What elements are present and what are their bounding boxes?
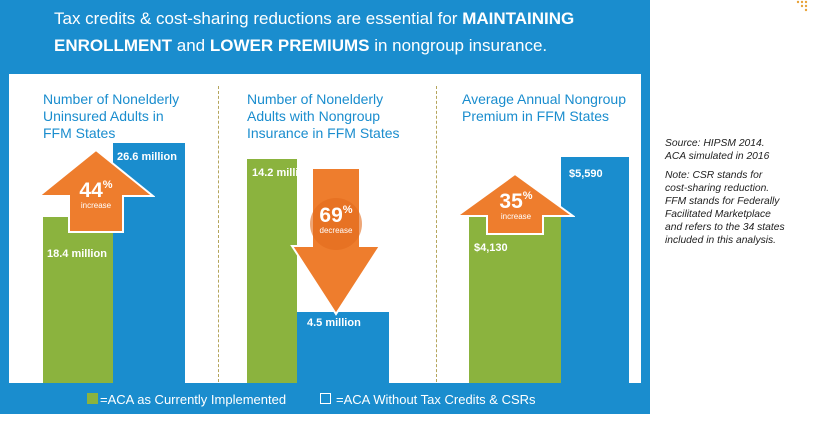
chart-2-bar-current-aca (247, 159, 297, 383)
headline-emphasis: ENROLLMENT (54, 36, 173, 55)
source-notes: Source: HIPSM 2014. ACA simulated in 201… (665, 137, 810, 253)
chart-2-value-label-without-credits: 4.5 million (307, 317, 361, 329)
chart-1-title-line: Uninsured Adults in (43, 108, 164, 124)
chart-1-value-label-without-credits: 26.6 million (117, 151, 177, 163)
chart-3-title: Average Annual Nongroup Premium in FFM S… (462, 91, 626, 125)
chart-2-title-line: Number of Nonelderly (247, 91, 384, 107)
note-line: FFM stands for Federally (665, 196, 780, 207)
chart-3-change-badge: 35% increase (481, 190, 551, 221)
headline-text: Tax credits & cost-sharing reductions ar… (54, 9, 463, 28)
chart-3-title-line: Premium in FFM States (462, 108, 610, 124)
chart-2-title-line: Insurance in FFM States (247, 125, 400, 141)
corner-dots-icon (796, 0, 808, 12)
chart-3-change-direction: increase (500, 212, 532, 221)
note-line: cost-sharing reduction. (665, 183, 770, 194)
chart-1-change-percent: 44 (79, 179, 103, 202)
chart-1-change-badge: 44% increase (61, 179, 131, 210)
note-line: included in this analysis. (665, 235, 777, 246)
chart-3-title-line: Average Annual Nongroup (462, 91, 626, 107)
chart-1-title: Number of Nonelderly Uninsured Adults in… (43, 91, 179, 142)
headline-line-1: Tax credits & cost-sharing reductions ar… (54, 9, 574, 29)
chart-2-change-badge: 69% decrease (301, 204, 371, 235)
chart-2-value-label-current-aca: 14.2 million (252, 167, 312, 179)
legend-label-current-aca: =ACA as Currently Implemented (100, 392, 287, 407)
header-banner: Tax credits & cost-sharing reductions ar… (0, 0, 650, 74)
legend-swatch-current-aca (87, 393, 98, 404)
chart-2-title: Number of Nonelderly Adults with Nongrou… (247, 91, 400, 142)
note-line: Note: CSR stands for (665, 170, 763, 181)
chart-3-value-label-current-aca: $4,130 (474, 242, 508, 254)
headline-text: and (172, 36, 210, 55)
chart-1-change-direction: increase (80, 201, 112, 210)
headline-line-2: ENROLLMENT and LOWER PREMIUMS in nongrou… (54, 36, 547, 56)
legend-label-without-credits: =ACA Without Tax Credits & CSRs (336, 392, 536, 407)
panel-divider (436, 86, 437, 382)
chart-3-value-label-without-credits: $5,590 (569, 168, 603, 180)
note-line: and refers to the 34 states (665, 222, 785, 233)
chart-1-title-line: FFM States (43, 125, 116, 141)
chart-2-change-percent: 69 (319, 204, 343, 227)
chart-3-change-percent: 35 (499, 190, 523, 213)
headline-emphasis: LOWER PREMIUMS (209, 36, 370, 55)
headline-emphasis: MAINTAINING (462, 9, 575, 28)
chart-3-bar-without-credits (561, 157, 629, 383)
panel-divider (218, 86, 219, 382)
source-line: Source: HIPSM 2014. (665, 138, 765, 149)
increase-arrow-icon (37, 148, 155, 233)
chart-2-bar-without-credits (297, 312, 389, 383)
charts-area: Number of Nonelderly Uninsured Adults in… (9, 74, 641, 383)
headline-text: in nongroup insurance. (369, 36, 548, 55)
chart-2-change-direction: decrease (319, 226, 353, 235)
decrease-arrow-icon (290, 167, 382, 316)
legend: =ACA as Currently Implemented =ACA Witho… (0, 383, 650, 414)
source-line: ACA simulated in 2016 (665, 151, 770, 162)
chart-3-bar-current-aca (469, 216, 561, 383)
chart-1-bar-current-aca (43, 217, 113, 383)
increase-arrow-icon (455, 172, 575, 235)
legend-swatch-without-credits (320, 393, 331, 404)
chart-2-title-line: Adults with Nongroup (247, 108, 381, 124)
chart-1-value-label-current-aca: 18.4 million (47, 248, 107, 260)
note-line: Facilitated Marketplace (665, 209, 771, 220)
chart-1-title-line: Number of Nonelderly (43, 91, 180, 107)
